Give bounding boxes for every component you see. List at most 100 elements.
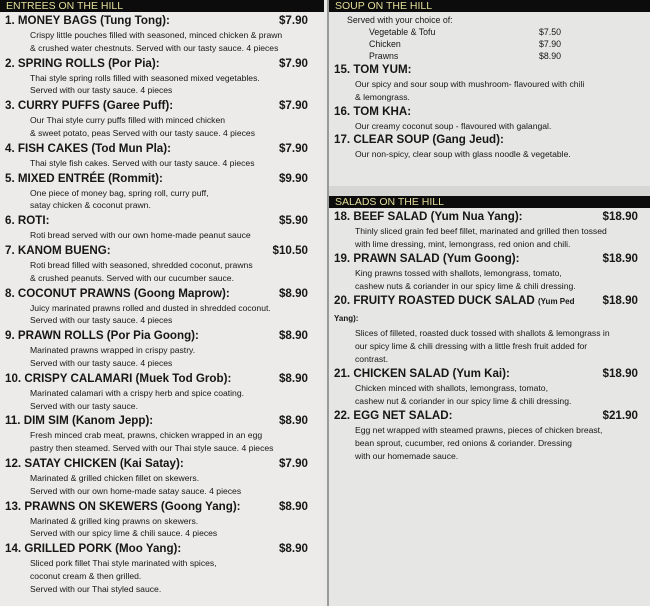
item-description-line: with our homemade sauce.: [355, 450, 459, 461]
menu-item: 15. TOM YUM: Our spicy and sour soup with…: [329, 62, 650, 104]
item-title: 5. MIXED ENTRÉE (Rommit):: [0, 171, 324, 187]
item-name: 4. FISH CAKES (Tod Mun Pla):: [5, 141, 171, 155]
item-description-line: satay chicken & coconut prawn.: [30, 200, 151, 211]
item-title: 17. CLEAR SOUP (Gang Jeud):: [329, 132, 650, 148]
item-description-line: Thai style spring rolls filled with seas…: [30, 72, 260, 83]
menu-item: 13. PRAWNS ON SKEWERS (Goong Yang): $8.90…: [0, 499, 324, 541]
menu-item: 7. KANOM BUENG: $10.50 Roti bread filled w…: [0, 243, 324, 285]
item-name: 13. PRAWNS ON SKEWERS (Goong Yang):: [5, 499, 241, 513]
item-description-line: coconut cream & then grilled.: [30, 570, 142, 581]
section-header-entrees: ENTREES ON THE HILL: [0, 0, 324, 12]
item-price: $8.90: [278, 371, 308, 385]
item-description-line: & crushed water chestnuts. Served with o…: [30, 42, 279, 53]
menu-item: 16. TOM KHA: Our creamy coconut soup - fl…: [329, 104, 650, 133]
item-price: $8.90: [278, 414, 308, 428]
item-name: 20. FRUITY ROASTED DUCK SALAD: [334, 294, 535, 308]
item-description-line: Juicy marinated prawns rolled and dusted…: [30, 302, 271, 313]
item-title: 13. PRAWNS ON SKEWERS (Goong Yang):: [0, 499, 324, 515]
item-description-line: Sliced pork fillet Thai style marinated …: [30, 558, 217, 569]
menu-item: 10. CRISPY CALAMARI (Muek Tod Grob): $8.9…: [0, 371, 324, 413]
item-price: $10.50: [272, 243, 308, 257]
item-title: 2. SPRING ROLLS (Por Pia):: [0, 56, 324, 72]
item-price: $8.90: [278, 286, 308, 300]
item-title: 1. MONEY BAGS (Tung Tong):: [0, 13, 324, 29]
item-price: $18.90: [602, 367, 638, 381]
menu-item: 6. ROTI: $5.90 Roti bread served with our …: [0, 213, 324, 242]
item-price: $7.90: [278, 56, 308, 70]
item-description-line: Served with our tasty sauce.: [30, 400, 138, 411]
soup-choice-name: Vegetable & Tofu: [369, 27, 436, 37]
item-name: 17. CLEAR SOUP (Gang Jeud):: [334, 133, 504, 147]
soup-choice: Chicken $7.90: [329, 38, 650, 50]
salads-section: SALADS ON THE HILL 18. BEEF SALAD (Yum N…: [329, 196, 650, 463]
item-title: 20. FRUITY ROASTED DUCK SALAD (Yum Ped Y…: [329, 293, 650, 327]
menu-item: 2. SPRING ROLLS (Por Pia): $7.90 Thai styl…: [0, 56, 324, 98]
item-name: 6. ROTI:: [5, 214, 50, 228]
item-name: 18. BEEF SALAD (Yum Nua Yang):: [334, 210, 523, 223]
item-name: 7. KANOM BUENG:: [5, 243, 111, 257]
item-description-line: & crushed peanuts. Served with our cucum…: [30, 272, 234, 283]
item-price: $8.90: [278, 329, 308, 343]
item-description-line: Thai style fish cakes. Served with our t…: [30, 157, 255, 168]
menu-item: 12. SATAY CHICKEN (Kai Satay): $7.90 Marin…: [0, 456, 324, 498]
menu-item: 3. CURRY PUFFS (Garee Puff): $7.90 Our Tha…: [0, 98, 324, 140]
item-price: $8.90: [278, 499, 308, 513]
menu-item: 4. FISH CAKES (Tod Mun Pla): $7.90 Thai st…: [0, 141, 324, 170]
item-thai-name: (Yum Ped Yang):: [334, 297, 575, 324]
item-description-line: Our creamy coconut soup - flavoured with…: [355, 120, 552, 131]
item-name: 22. EGG NET SALAD:: [334, 409, 453, 423]
menu-item: 9. PRAWN ROLLS (Por Pia Goong): $8.90 Mari…: [0, 328, 324, 370]
item-title: 21. CHICKEN SALAD (Yum Kai):: [329, 366, 650, 382]
item-title: 7. KANOM BUENG:: [0, 243, 324, 259]
item-name: 21. CHICKEN SALAD (Yum Kai):: [334, 367, 510, 381]
menu-item: 5. MIXED ENTRÉE (Rommit): $9.90 One piece …: [0, 171, 324, 213]
item-title: 19. PRAWN SALAD (Yum Goong):: [329, 251, 650, 267]
item-title: 3. CURRY PUFFS (Garee Puff):: [0, 98, 324, 114]
item-name: 19. PRAWN SALAD (Yum Goong):: [334, 252, 520, 266]
item-description-line: contrast.: [355, 353, 388, 364]
salad-list: 18. BEEF SALAD (Yum Nua Yang): $18.90 Thin…: [329, 208, 650, 463]
item-title: 15. TOM YUM:: [329, 62, 650, 78]
menu-item: 11. DIM SIM (Kanom Jepp): $8.90 Fresh minc…: [0, 413, 324, 455]
item-name: 16. TOM KHA:: [334, 104, 412, 118]
item-description-line: Our spicy and sour soup with mushroom- f…: [355, 79, 585, 89]
item-name: 8. COCONUT PRAWNS (Goong Maprow):: [5, 286, 230, 300]
item-description-line: bean sprout, cucumber, red onions & cori…: [355, 437, 572, 448]
soup-choice-price: $8.90: [539, 51, 562, 61]
item-price: $7.90: [278, 456, 308, 470]
item-description-line: One piece of money bag, spring roll, cur…: [30, 187, 209, 198]
item-description-line: Crispy little pouches filled with season…: [30, 30, 283, 40]
section-header-soup: SOUP ON THE HILL: [329, 0, 650, 12]
item-description-line: Roti bread served with our own home-made…: [30, 230, 251, 241]
item-price: $18.90: [602, 210, 638, 223]
item-name: 10. CRISPY CALAMARI (Muek Tod Grob):: [5, 371, 232, 385]
item-title: 4. FISH CAKES (Tod Mun Pla):: [0, 141, 324, 157]
item-description-line: Chicken minced with shallots, lemongrass…: [355, 383, 548, 394]
item-title: 12. SATAY CHICKEN (Kai Satay):: [0, 456, 324, 472]
item-description-line: Fresh minced crab meat, prawns, chicken …: [30, 430, 263, 441]
item-description-line: Served with our tasty sauce. 4 pieces: [30, 315, 173, 326]
item-description-line: cashew nuts & coriander in our spicy lim…: [355, 280, 576, 291]
item-description-line: Marinated prawns wrapped in crispy pastr…: [30, 345, 196, 356]
menu-item: 14. GRILLED PORK (Moo Yang): $8.90 Sliced …: [0, 541, 324, 595]
soup-choice: Prawns $8.90: [329, 50, 650, 62]
item-description-line: Thinly sliced grain fed beef fillet, mar…: [355, 226, 607, 236]
section-divider: [329, 186, 650, 196]
item-description-line: Our Thai style curry puffs filled with m…: [30, 115, 226, 126]
item-name: 14. GRILLED PORK (Moo Yang):: [5, 542, 182, 556]
menu-item: 19. PRAWN SALAD (Yum Goong): $18.90 King p…: [329, 251, 650, 293]
item-price: $7.90: [278, 141, 308, 155]
menu-item: 1. MONEY BAGS (Tung Tong): $7.90 Crispy li…: [0, 13, 324, 55]
item-description-line: & lemongrass.: [355, 91, 410, 102]
item-description-line: Served with our tasty sauce. 4 pieces: [30, 85, 173, 96]
soup-choices: Vegetable & Tofu $7.50 Chicken $7.90 Prawns $…: [329, 26, 650, 62]
item-title: 10. CRISPY CALAMARI (Muek Tod Grob):: [0, 371, 324, 387]
item-name: 15. TOM YUM:: [334, 63, 412, 76]
item-description-line: Marinated & grilled king prawns on skewe…: [30, 515, 199, 526]
item-name: 2. SPRING ROLLS (Por Pia):: [5, 56, 160, 70]
soup-choice-price: $7.90: [539, 39, 562, 49]
item-description-line: Served with our tasty sauce. 4 pieces: [30, 357, 173, 368]
item-description-line: pastry then steamed. Served with our Tha…: [30, 443, 274, 454]
item-price: $21.90: [602, 409, 638, 423]
item-description-line: cashew nut & coriander in our spicy lime…: [355, 395, 572, 406]
